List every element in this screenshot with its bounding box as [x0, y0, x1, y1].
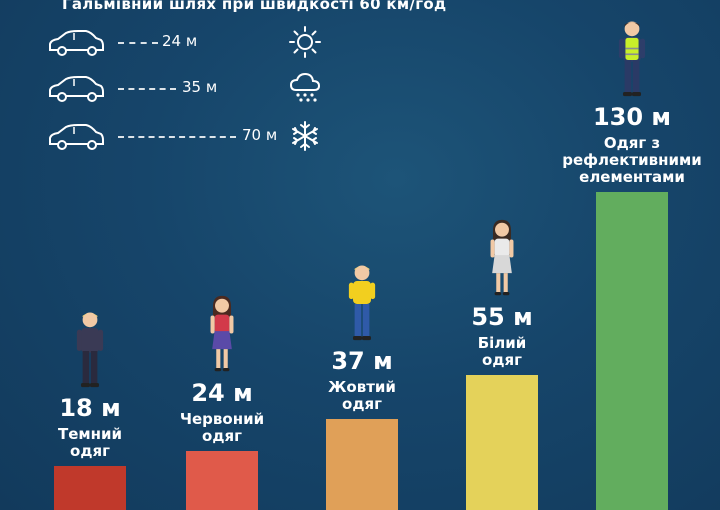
snowflake-icon	[292, 121, 318, 151]
braking-row-rain: 35 м	[0, 72, 340, 104]
bar-value-label: 130 м	[592, 103, 672, 131]
bar-category-line: Темний	[57, 425, 123, 443]
bar-dark-clothes	[54, 466, 126, 510]
bar-red-clothes	[186, 451, 258, 510]
bar-category-label: Білий одяг	[427, 335, 577, 369]
bar-category-line: Одяг з	[603, 134, 661, 152]
braking-distance-line	[118, 136, 236, 138]
bar-category-line: одяг	[202, 427, 242, 445]
man-reflective-vest-icon	[618, 21, 646, 97]
bar-value-label: 55 м	[471, 303, 533, 331]
braking-distance-value: 24 м	[162, 32, 198, 50]
braking-distance-value: 35 м	[182, 78, 218, 96]
braking-row-dry: 24 м	[0, 26, 340, 58]
bar-category-line: одяг	[482, 351, 522, 369]
man-yellow-shirt-icon	[348, 265, 376, 341]
bar-category-line: одяг	[342, 395, 382, 413]
bar-category-label: Жовтий одяг	[287, 379, 437, 413]
bar-category-line: одяг	[70, 442, 110, 460]
bar-white-clothes	[466, 375, 538, 510]
bar-category-line: Білий	[477, 334, 527, 352]
bar-category-line: елементами	[579, 168, 685, 186]
bar-value-label: 18 м	[59, 394, 121, 422]
bar-value-label: 24 м	[191, 379, 253, 407]
car-icon	[49, 76, 104, 102]
sun-icon	[289, 26, 321, 58]
rain-cloud-icon	[289, 72, 321, 102]
bar-yellow-clothes	[326, 419, 398, 510]
braking-distance-panel: Гальмівний шлях при швидкості 60 км/год …	[0, 0, 720, 160]
bar-value-label: 37 м	[331, 347, 393, 375]
man-dark-clothes-icon	[76, 312, 104, 388]
bar-category-label: Одяг з рефлективними елементами	[557, 135, 707, 186]
bar-category-label: Темний одяг	[15, 426, 165, 460]
woman-red-dress-icon	[210, 295, 234, 372]
bar-category-line: Червоний	[179, 410, 265, 428]
woman-white-dress-icon	[490, 219, 514, 296]
braking-distance-line	[118, 42, 158, 44]
braking-row-snow: 70 м	[0, 121, 340, 152]
braking-distance-line	[118, 88, 176, 90]
braking-title: Гальмівний шлях при швидкості 60 км/год	[62, 0, 447, 13]
braking-distance-value: 70 м	[242, 126, 278, 144]
bar-category-line: Жовтий	[328, 378, 396, 396]
car-icon	[49, 124, 104, 150]
bar-category-label: Червоний одяг	[147, 411, 297, 445]
bar-reflective-clothes	[596, 192, 668, 510]
bar-category-line: рефлективними	[562, 151, 702, 169]
car-icon	[49, 30, 104, 56]
